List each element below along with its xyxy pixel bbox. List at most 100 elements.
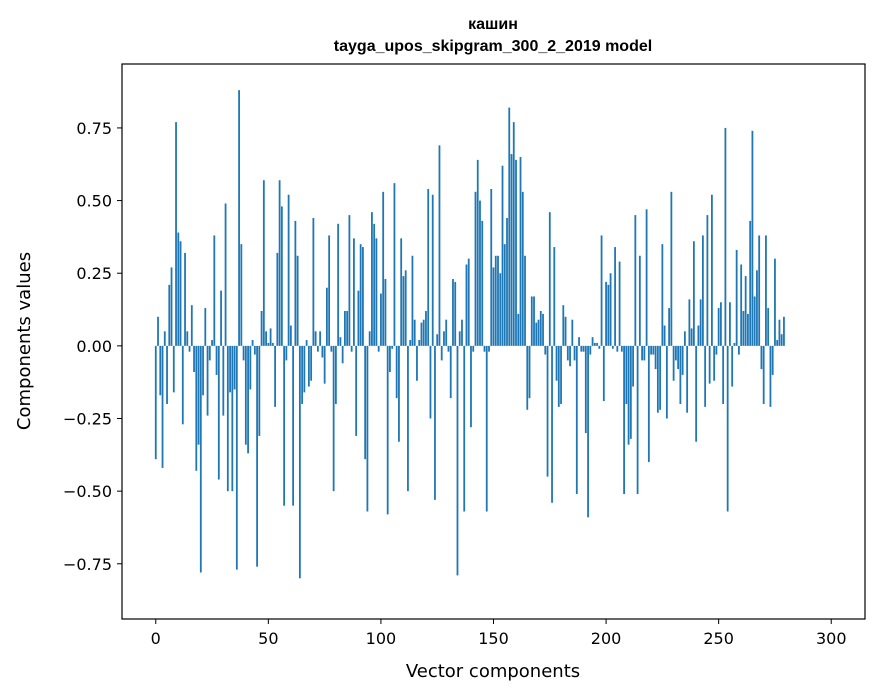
bar (247, 345, 249, 454)
bar (161, 345, 164, 468)
bar (431, 194, 434, 346)
bar (742, 310, 745, 346)
bar (553, 247, 556, 346)
bar (305, 340, 308, 346)
bar (175, 122, 177, 346)
bar (407, 345, 409, 492)
bar (377, 345, 380, 352)
bar (344, 310, 346, 346)
bar (170, 267, 173, 346)
bar (701, 235, 704, 346)
bar (726, 345, 729, 512)
bar (683, 331, 686, 346)
bar (515, 159, 517, 346)
bar (474, 191, 477, 346)
bar (188, 345, 191, 352)
bar (296, 255, 299, 346)
bar (443, 331, 445, 346)
x-tick-label: 300 (816, 629, 847, 648)
bar (229, 345, 231, 393)
bar (337, 223, 340, 346)
bar (391, 345, 394, 349)
bar (321, 345, 324, 358)
bar (479, 200, 481, 346)
bar (620, 345, 623, 352)
bar (587, 345, 589, 518)
bar (454, 281, 457, 346)
bar (776, 340, 779, 346)
bar (713, 345, 716, 381)
bar (564, 316, 567, 346)
bar (427, 188, 430, 346)
bar (497, 255, 499, 346)
bar (753, 296, 756, 346)
bar (596, 342, 598, 346)
bar (177, 232, 180, 346)
bar (506, 218, 508, 346)
bar (206, 345, 209, 416)
bar (575, 345, 578, 495)
bar (366, 345, 369, 512)
bar (598, 345, 601, 349)
bar (627, 345, 630, 445)
bar (490, 188, 493, 346)
bar (697, 325, 700, 346)
chart-title-line2: tayga_upos_skipgram_300_2_2019 model (334, 38, 652, 55)
bar (312, 218, 315, 346)
bar (159, 345, 162, 396)
bar (686, 345, 689, 413)
bar (341, 345, 344, 364)
bar (765, 235, 767, 346)
bar (602, 345, 605, 402)
bar (652, 345, 655, 355)
bar (760, 345, 763, 370)
bar (420, 322, 423, 346)
bar (449, 345, 452, 399)
bar (711, 194, 713, 346)
bar (301, 345, 304, 404)
bar (614, 247, 616, 346)
bar (314, 331, 317, 346)
bar (168, 284, 171, 346)
bar (762, 345, 765, 404)
bar (580, 345, 583, 352)
bar (260, 310, 263, 346)
bar (681, 345, 684, 375)
bar (416, 345, 418, 381)
bar (672, 345, 675, 381)
bar (665, 345, 668, 419)
bar (530, 296, 533, 346)
bar (677, 345, 680, 370)
x-tick-label: 250 (703, 629, 734, 648)
bar (445, 319, 448, 346)
bar (668, 308, 671, 346)
bar (256, 345, 258, 567)
bar (774, 258, 776, 346)
bar (501, 165, 504, 346)
bar (715, 345, 718, 355)
bar (355, 345, 358, 436)
bar (380, 293, 382, 346)
bar (589, 345, 592, 355)
bar (560, 345, 562, 404)
bar-series (154, 90, 785, 579)
bar (325, 287, 328, 346)
bar (557, 345, 560, 407)
bar (280, 206, 283, 346)
bar (699, 299, 702, 346)
bar (539, 310, 542, 346)
bar (332, 345, 335, 492)
bar (758, 235, 761, 346)
y-tick-label: −0.75 (63, 555, 112, 574)
bar (184, 252, 186, 346)
bar (271, 342, 274, 346)
bar (267, 342, 270, 346)
bar (542, 313, 544, 346)
bar (238, 90, 240, 346)
bar (292, 345, 295, 506)
bar (213, 235, 216, 346)
bar (528, 345, 531, 399)
bar (467, 258, 470, 346)
bar (233, 345, 236, 390)
